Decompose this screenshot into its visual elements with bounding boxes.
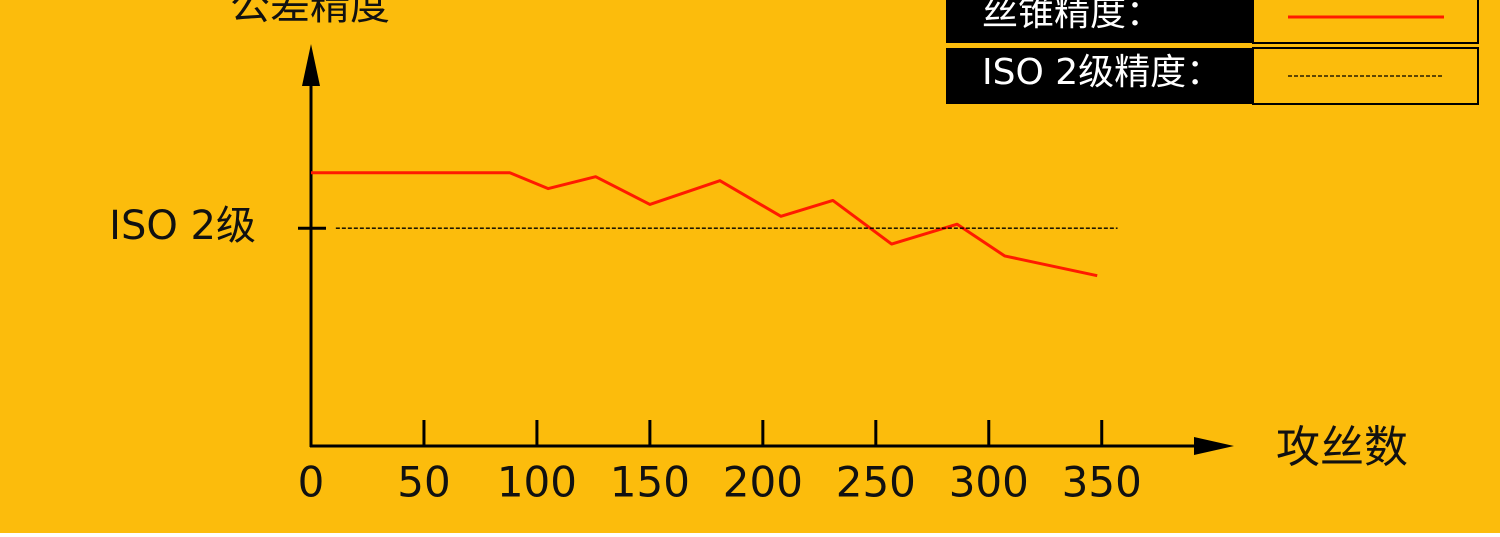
- x-tick-label: 0: [298, 458, 325, 507]
- x-axis-label: 攻丝数: [1276, 422, 1408, 473]
- x-tick-label: 250: [836, 458, 916, 507]
- x-axis-arrow: [1194, 437, 1234, 455]
- x-tick-label: 50: [397, 458, 450, 507]
- x-tick-label: 200: [723, 458, 803, 507]
- legend-label-cell: [946, 0, 1252, 43]
- legend-label-cell: [946, 48, 1252, 104]
- legend-sample-cell: [1252, 47, 1479, 105]
- chart-title: 公差精度: [230, 0, 390, 29]
- x-tick-label: 100: [497, 458, 577, 507]
- x-tick-label: 150: [610, 458, 690, 507]
- bottom-strip: [0, 533, 1500, 537]
- legend-label: 丝锥精度：: [982, 0, 1162, 34]
- y-axis-arrow: [302, 44, 320, 86]
- legend-label: ISO 2级精度：: [982, 52, 1222, 93]
- legend-sample-cell: [1252, 0, 1479, 44]
- x-tick-label: 300: [949, 458, 1029, 507]
- y-tick-label: ISO 2级: [109, 203, 256, 249]
- series-line: [311, 171, 1098, 278]
- x-tick-label: 350: [1062, 458, 1142, 507]
